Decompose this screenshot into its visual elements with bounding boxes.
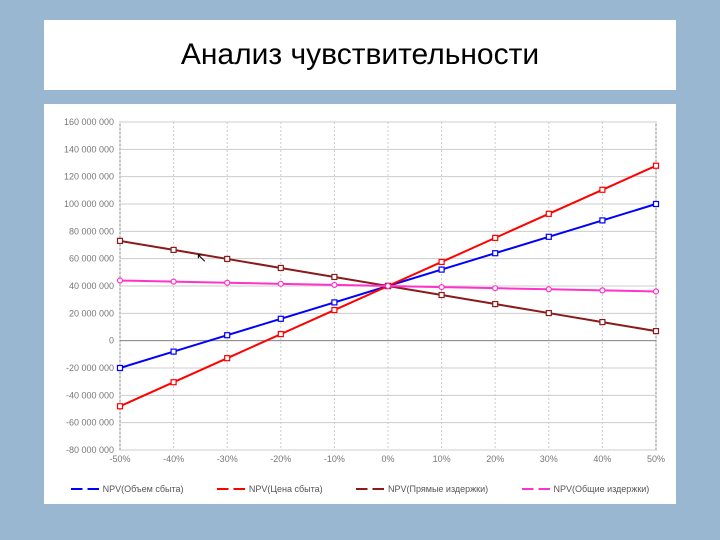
- page-title: Анализ чувствительности: [181, 38, 539, 72]
- svg-text:-60 000 000: -60 000 000: [66, 418, 114, 428]
- legend-swatch: [522, 488, 550, 490]
- svg-text:100 000 000: 100 000 000: [64, 199, 114, 209]
- legend-swatch: [71, 488, 99, 490]
- legend-swatch: [217, 488, 245, 490]
- svg-text:0: 0: [109, 336, 114, 346]
- svg-text:80 000 000: 80 000 000: [69, 226, 114, 236]
- svg-text:30%: 30%: [540, 454, 558, 464]
- svg-text:120 000 000: 120 000 000: [64, 172, 114, 182]
- svg-text:10%: 10%: [433, 454, 451, 464]
- svg-text:-30%: -30%: [217, 454, 238, 464]
- svg-text:0%: 0%: [381, 454, 394, 464]
- svg-text:-50%: -50%: [109, 454, 130, 464]
- svg-text:-40 000 000: -40 000 000: [66, 390, 114, 400]
- legend-item: NPV(Прямые издержки): [356, 484, 488, 494]
- svg-text:-20 000 000: -20 000 000: [66, 363, 114, 373]
- svg-text:40%: 40%: [593, 454, 611, 464]
- legend-item: NPV(Общие издержки): [522, 484, 650, 494]
- legend-label: NPV(Общие издержки): [554, 484, 650, 494]
- legend-item: NPV(Цена сбыта): [217, 484, 323, 494]
- sensitivity-chart: -50% -40% -30% -20% -10% 0% 10% 20% 30% 40% 50% -80…: [54, 116, 666, 476]
- title-bar: Анализ чувствительности: [44, 20, 676, 90]
- svg-text:-40%: -40%: [163, 454, 184, 464]
- legend-label: NPV(Прямые издержки): [388, 484, 488, 494]
- svg-text:-10%: -10%: [324, 454, 345, 464]
- svg-text:-80 000 000: -80 000 000: [66, 445, 114, 455]
- svg-text:160 000 000: 160 000 000: [64, 117, 114, 127]
- svg-text:50%: 50%: [647, 454, 665, 464]
- legend-label: NPV(Цена сбыта): [249, 484, 323, 494]
- legend-label: NPV(Объем сбыта): [103, 484, 184, 494]
- legend: NPV(Объем сбыта) NPV(Цена сбыта) NPV(Прямы…: [54, 480, 666, 498]
- svg-text:60 000 000: 60 000 000: [69, 254, 114, 264]
- chart-panel: -50% -40% -30% -20% -10% 0% 10% 20% 30% 40% 50% -80…: [44, 104, 676, 504]
- svg-text:140 000 000: 140 000 000: [64, 144, 114, 154]
- svg-text:20%: 20%: [486, 454, 504, 464]
- legend-swatch: [356, 488, 384, 490]
- legend-item: NPV(Объем сбыта): [71, 484, 184, 494]
- svg-text:20 000 000: 20 000 000: [69, 308, 114, 318]
- svg-text:-20%: -20%: [270, 454, 291, 464]
- svg-text:40 000 000: 40 000 000: [69, 281, 114, 291]
